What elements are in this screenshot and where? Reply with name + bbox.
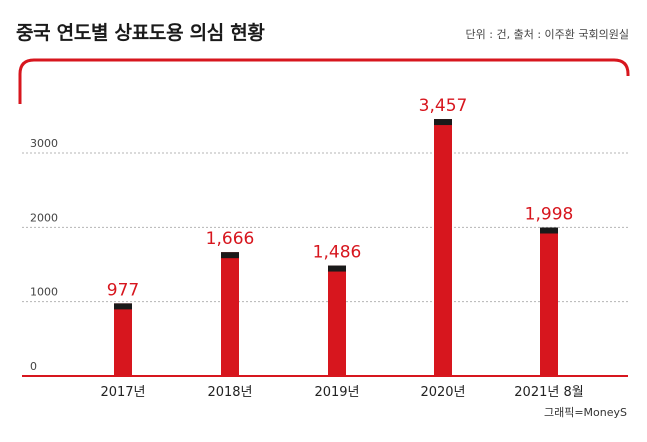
bar	[114, 303, 132, 376]
bar-cap	[114, 303, 132, 310]
bar-cap	[434, 119, 452, 126]
bar-cap	[328, 265, 346, 272]
x-axis-ticks: 2017년 2018년 2019년 2020년 2021년 8월	[100, 385, 583, 400]
x-tick-label: 2019년	[314, 385, 359, 400]
bar-value-label: 1,998	[525, 205, 574, 225]
bar-value-label: 3,457	[419, 96, 468, 116]
header-frame-line-path	[18, 58, 630, 104]
y-tick-label: 3000	[30, 137, 58, 150]
y-tick-label: 1000	[30, 286, 58, 299]
bars: 977 1,666 1,486 3,457 1,998	[107, 96, 574, 376]
gridlines	[22, 152, 628, 377]
y-tick-label: 0	[30, 360, 37, 373]
x-tick-label: 2017년	[100, 385, 145, 400]
y-tick-label: 2000	[30, 211, 58, 224]
x-tick-label: 2020년	[420, 385, 465, 400]
x-tick-label: 2021년 8월	[514, 385, 583, 400]
bar	[221, 252, 239, 376]
chart-title: 중국 연도별 상표도용 의심 현황	[16, 22, 265, 44]
x-tick-label: 2018년	[207, 385, 252, 400]
header-frame-line	[18, 58, 630, 104]
bar	[540, 227, 558, 376]
bar-cap	[221, 252, 239, 259]
bar	[328, 265, 346, 376]
bar	[434, 119, 452, 376]
bar-value-label: 1,486	[313, 243, 362, 263]
bar-value-label: 1,666	[206, 229, 255, 249]
y-axis-ticks: 0 1000 2000 3000	[30, 137, 58, 373]
bar-cap	[540, 227, 558, 234]
graphic-credit: 그래픽=MoneyS	[543, 406, 627, 419]
source-note: 단위 : 건, 출처 : 이주환 국회의원실	[465, 28, 629, 41]
bar-value-label: 977	[107, 280, 139, 300]
